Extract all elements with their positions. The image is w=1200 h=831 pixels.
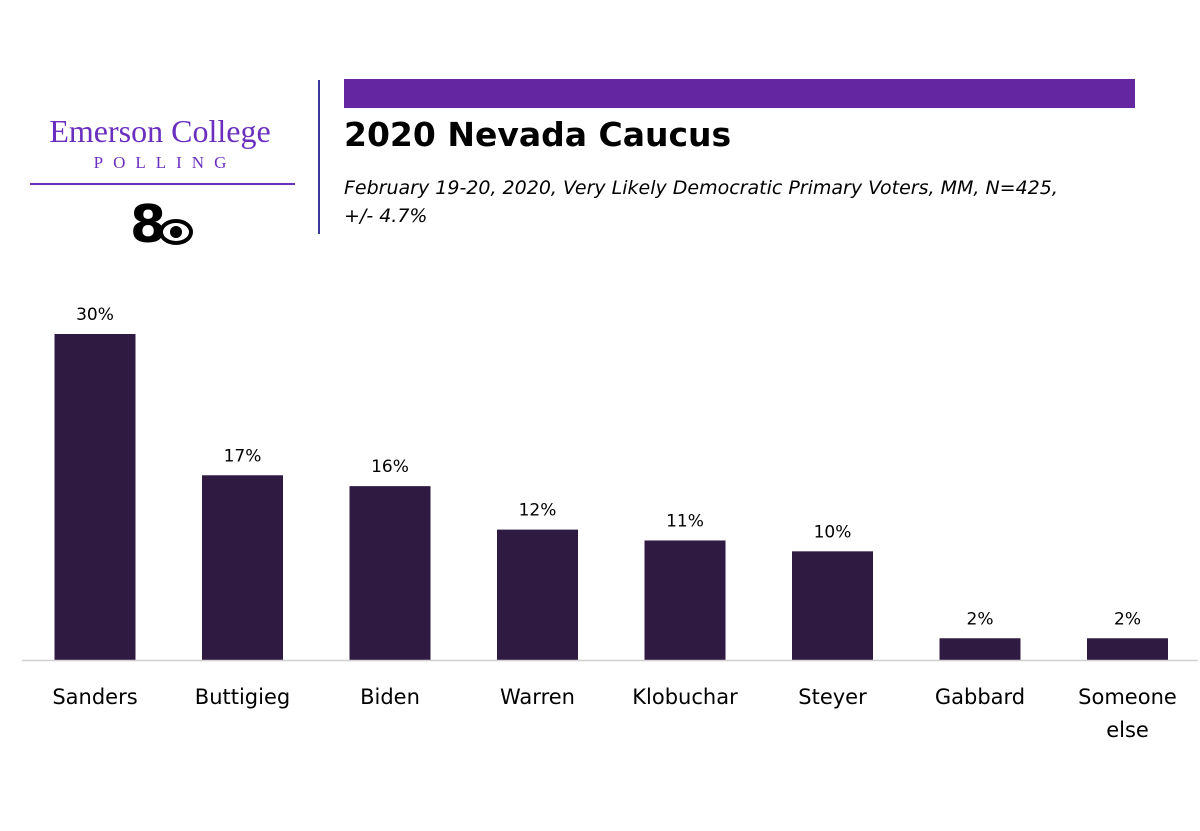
category-label: Warren	[500, 685, 575, 709]
bar-gabbard	[939, 638, 1021, 660]
header-accent-bar	[344, 79, 1135, 108]
bar-buttigieg	[202, 475, 283, 660]
chart-subtitle: February 19-20, 2020, Very Likely Democr…	[344, 174, 1144, 230]
bar-klobuchar	[644, 540, 726, 660]
category-label: Klobuchar	[632, 685, 738, 709]
bar-sanders	[54, 334, 136, 660]
data-label: 12%	[519, 501, 557, 521]
data-label: 10%	[814, 522, 852, 542]
data-label: 2%	[1114, 609, 1141, 629]
subtitle-line-1: February 19-20, 2020, Very Likely Democr…	[344, 177, 1058, 199]
logo-sub: POLLING	[93, 153, 237, 172]
logo-rule	[30, 183, 295, 185]
header-divider	[318, 80, 320, 234]
chart-title: 2020 Nevada Caucus	[344, 115, 732, 154]
category-label: Steyer	[798, 685, 867, 709]
category-label: Gabbard	[935, 685, 1025, 709]
data-label: 11%	[666, 511, 704, 531]
bar-steyer	[792, 551, 873, 660]
logo: Emerson College POLLING	[20, 112, 300, 174]
bar-warren	[497, 529, 578, 660]
category-label: Someone	[1078, 685, 1177, 709]
data-label: 30%	[76, 305, 114, 325]
bar-someone-else	[1087, 638, 1168, 660]
logo-name: Emerson College	[49, 113, 271, 149]
category-label: Sanders	[52, 685, 137, 709]
category-label: Biden	[360, 685, 420, 709]
data-label: 2%	[967, 609, 994, 629]
bar-biden	[349, 486, 431, 660]
cbs-8-logo-icon: 8	[130, 196, 193, 246]
category-label: Buttigieg	[195, 685, 290, 709]
category-label: else	[1106, 718, 1149, 742]
svg-text:8: 8	[130, 196, 166, 246]
subtitle-line-2: +/- 4.7%	[344, 205, 428, 227]
data-label: 16%	[371, 457, 409, 477]
data-label: 17%	[224, 446, 262, 466]
